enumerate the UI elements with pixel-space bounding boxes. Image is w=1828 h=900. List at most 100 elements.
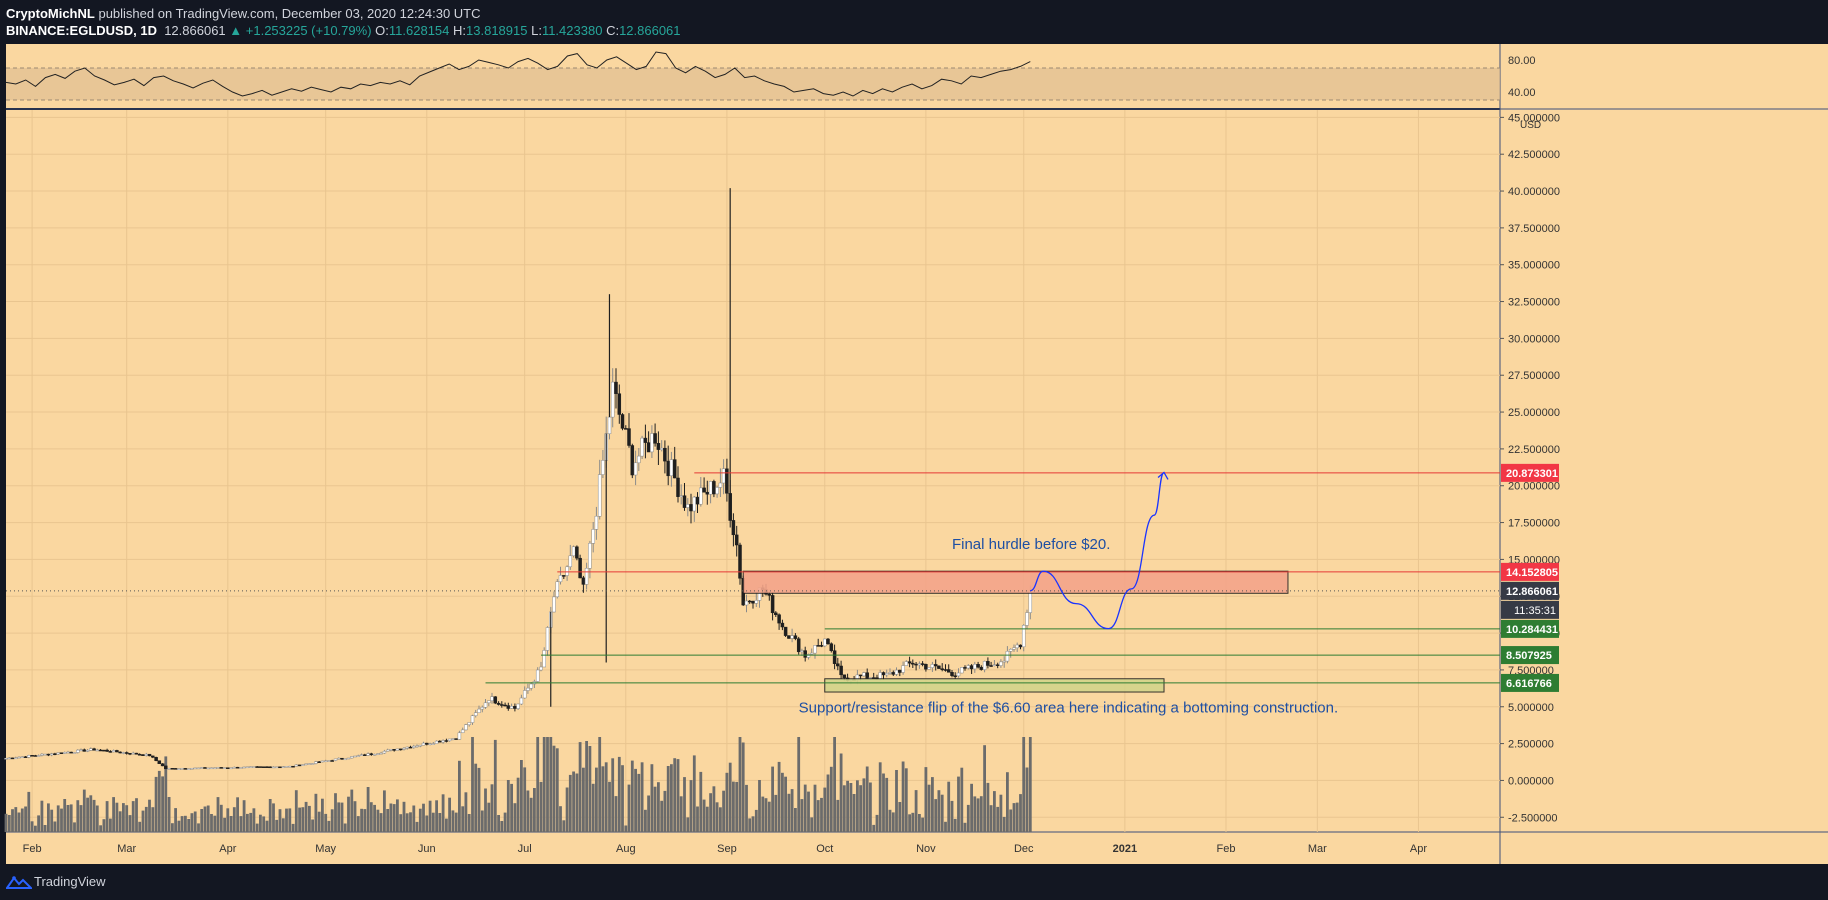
candle-body — [643, 437, 648, 443]
tradingview-logo-icon[interactable] — [6, 875, 32, 891]
volume-bar — [161, 776, 164, 832]
low-label: L: — [531, 23, 542, 38]
volume-bar — [399, 814, 403, 832]
candle-body — [627, 428, 631, 446]
volume-bar — [435, 800, 438, 832]
author-name[interactable]: CryptoMichNL — [6, 6, 95, 21]
candle-body — [995, 664, 1000, 666]
candle-body — [79, 749, 83, 751]
candle-body — [105, 749, 109, 752]
candle-body — [823, 638, 827, 647]
candle-body — [907, 661, 912, 664]
footer-brand[interactable]: TradingView — [34, 874, 106, 889]
candle-body — [23, 756, 28, 758]
candle-body — [725, 468, 729, 494]
volume-bar — [764, 798, 768, 832]
volume-bar — [30, 821, 34, 832]
candle-body — [336, 757, 341, 760]
volume-bar — [259, 814, 262, 832]
volume-bar — [458, 760, 461, 832]
volume-bar — [405, 813, 409, 832]
volume-bar — [839, 753, 843, 832]
volume-bar — [448, 797, 451, 832]
volume-bar — [702, 799, 706, 832]
time-tick-label: Jun — [418, 843, 436, 855]
volume-bar — [79, 805, 83, 832]
candle-body — [137, 754, 142, 756]
volume-bar — [771, 766, 774, 832]
volume-bar — [392, 804, 396, 832]
candle-body — [500, 704, 504, 706]
volume-bar — [608, 781, 611, 832]
candle-body — [950, 672, 954, 676]
volume-bar — [1002, 816, 1006, 832]
candle-body — [806, 654, 811, 658]
volume-bars — [4, 737, 1032, 832]
publish-line: CryptoMichNL published on TradingView.co… — [6, 6, 481, 21]
candle-body — [46, 753, 51, 756]
volume-bar — [800, 799, 804, 832]
volume-bar — [983, 745, 986, 832]
candle-body — [858, 674, 863, 677]
countdown-label: 11:35:31 — [1514, 605, 1556, 617]
volume-bar — [497, 815, 500, 832]
candle-body — [131, 752, 135, 755]
candle-body — [937, 665, 941, 669]
volume-bar — [846, 780, 849, 832]
volume-bar — [891, 812, 895, 832]
rsi-tick-label: 80.00 — [1508, 55, 1536, 67]
volume-bar — [118, 811, 122, 832]
candle-body — [754, 600, 759, 604]
volume-bar — [552, 745, 556, 832]
volume-bar — [816, 800, 820, 832]
symbol-name[interactable]: BINANCE:EGLDUSD, 1D — [6, 23, 157, 38]
candle-body — [441, 740, 445, 743]
volume-bar — [904, 768, 908, 832]
volume-bar — [268, 799, 272, 832]
candle-body — [199, 767, 204, 769]
volume-bar — [500, 821, 504, 832]
volume-bar — [960, 767, 964, 832]
candle-body — [610, 381, 615, 418]
volume-bar — [709, 793, 712, 832]
candle-body — [966, 665, 971, 669]
volume-bar — [441, 794, 445, 832]
candle-body — [898, 669, 902, 673]
volume-bar — [676, 759, 680, 832]
volume-bar — [872, 824, 876, 832]
candle-body — [402, 747, 406, 750]
volume-bar — [745, 784, 748, 832]
candle-body — [350, 756, 354, 759]
level-label: 6.616766 — [1506, 678, 1552, 690]
candle-body — [268, 766, 272, 769]
rsi-tick-label: 40.00 — [1508, 87, 1536, 99]
volume-bar — [657, 782, 660, 832]
volume-bar — [546, 737, 549, 832]
volume-bar — [252, 808, 256, 832]
candle-body — [278, 766, 282, 769]
candle-body — [255, 766, 259, 768]
candle-body — [470, 715, 475, 723]
volume-bar — [115, 802, 119, 832]
candle-body — [173, 768, 178, 770]
candle-body — [522, 690, 527, 699]
candle-body — [27, 755, 31, 758]
volume-bar — [588, 746, 592, 832]
volume-bar — [337, 802, 341, 832]
volume-bar — [735, 781, 739, 832]
candle-body — [646, 442, 651, 453]
candle-body — [738, 544, 742, 579]
volume-bar — [37, 815, 40, 832]
volume-bar — [565, 787, 569, 832]
volume-bar — [190, 813, 194, 832]
candle-body — [164, 765, 168, 770]
volume-bar — [696, 806, 699, 832]
volume-bar — [686, 817, 690, 832]
volume-bar — [595, 767, 598, 832]
time-tick-label: May — [315, 843, 336, 855]
candle-body — [487, 700, 491, 704]
volume-bar — [989, 805, 993, 832]
price-chart[interactable]: 80.00 40.00 45.000000 42.500000 40.000000 37.… — [0, 44, 1828, 864]
candle-body — [888, 672, 892, 674]
candle-body — [425, 742, 429, 745]
